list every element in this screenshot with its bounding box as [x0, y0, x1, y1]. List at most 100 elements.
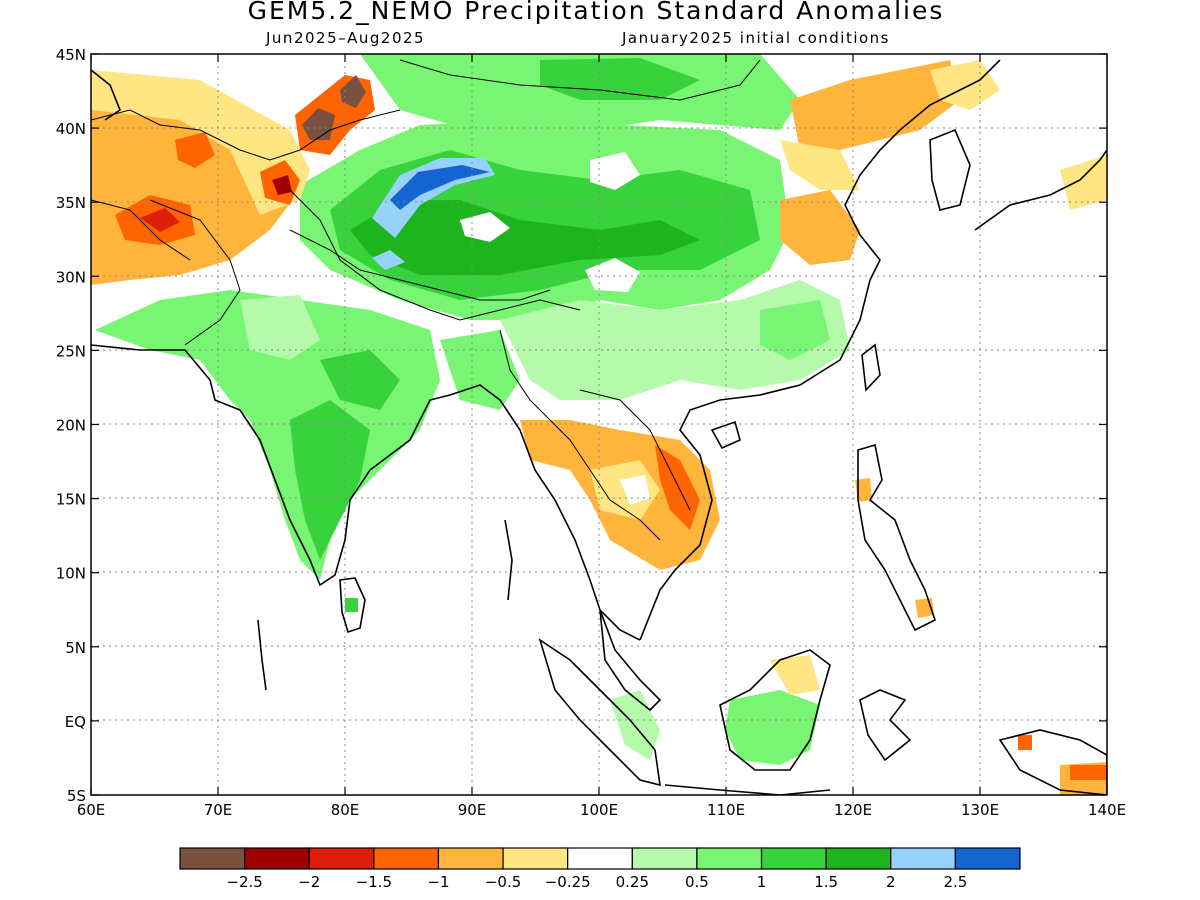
- coastline-andaman: [504, 519, 513, 601]
- coastline-hainan: [710, 420, 741, 450]
- colorbar-label: −1.5: [356, 873, 392, 891]
- country-borders: [91, 59, 761, 541]
- colorbar-swatch: [308, 847, 375, 870]
- colorbar-swatch: [567, 847, 633, 870]
- border-tibet-south: [289, 229, 551, 301]
- colorbar-swatch: [437, 847, 504, 870]
- anomaly-fill-korea-light: [930, 60, 1000, 110]
- coastline-korea: [929, 128, 971, 211]
- coastline-philippines: [857, 443, 936, 632]
- anomaly-fill-indochina-white: [620, 475, 650, 505]
- y-tick-label: 10N: [56, 565, 86, 583]
- x-axis: 60E 70E 80E 90E 100E 110E 120E 130E 140E: [77, 54, 1126, 819]
- colorbar-swatch: [179, 847, 246, 870]
- coastline-taiwan: [861, 343, 881, 392]
- colorbar-label: 0.25: [616, 873, 649, 891]
- y-tick-label: EQ: [65, 713, 86, 731]
- coastline-sulawesi: [859, 689, 912, 762]
- x-tick-label: 140E: [1088, 801, 1126, 819]
- colorbar-swatch: [244, 847, 310, 870]
- border-central-asia: [91, 109, 401, 161]
- x-tick-label: 110E: [707, 801, 745, 819]
- colorbar-swatch: [954, 847, 1021, 870]
- anomaly-fill-srilanka: [345, 598, 358, 612]
- coastline-sumatra: [538, 638, 661, 787]
- anomaly-fill-white-hole-3: [590, 152, 640, 190]
- anomaly-fill-india-strong: [290, 400, 370, 560]
- colorbar-swatch: [502, 847, 569, 870]
- colorbar: −2.5 −2 −1.5 −1 −0.5 −0.25 0.25 0.5 1 1.5 2 2.5: [179, 847, 1021, 891]
- colorbar-label: −2.5: [226, 873, 262, 891]
- border-india-china: [289, 189, 581, 321]
- y-tick-label: 30N: [56, 268, 86, 286]
- coastline-java: [664, 784, 831, 795]
- anomaly-fill-new-guinea-strong: [1070, 765, 1107, 780]
- anomaly-fill-sw-china-2: [760, 300, 830, 360]
- coastline-arabian-sea-india: [91, 344, 641, 641]
- coastline-indochina: [639, 59, 1001, 641]
- colorbar-swatch: [631, 847, 698, 870]
- colorbar-swatch: [373, 847, 440, 870]
- anomaly-fill-philippines: [855, 478, 872, 502]
- y-tick-label: 15N: [56, 491, 86, 509]
- y-tick-label: 35N: [56, 194, 86, 212]
- colorbar-swatch: [696, 847, 763, 870]
- anomaly-fill-aru: [1018, 735, 1032, 750]
- colorbar-label: −0.5: [485, 873, 521, 891]
- x-tick-label: 70E: [204, 801, 233, 819]
- anomaly-fill-tibet-blue: [372, 158, 495, 238]
- coastline-japan: [974, 149, 1107, 231]
- border-pakistan: [149, 199, 241, 346]
- anomaly-fill-india-central: [320, 350, 400, 410]
- y-tick-label: 20N: [56, 417, 86, 435]
- y-tick-label: 40N: [56, 120, 86, 138]
- initial-conditions: January2025 initial conditions: [622, 29, 890, 47]
- colorbar-label: 2.5: [943, 873, 967, 891]
- coastline-srilanka: [339, 577, 366, 634]
- anomaly-fill-myanmar: [440, 330, 520, 410]
- anomaly-fill-borneo-north: [770, 655, 820, 695]
- coastline-lakshadweep: [257, 619, 267, 691]
- anomaly-fill-afghanistan-core: [140, 208, 180, 232]
- y-tick-label: 45N: [56, 46, 86, 64]
- anomaly-fill-north-china-light: [780, 140, 860, 190]
- x-tick-label: 130E: [961, 801, 999, 819]
- x-tick-label: 60E: [77, 801, 106, 819]
- anomaly-fill-india-light: [240, 295, 320, 360]
- colorbar-label: 2: [886, 873, 896, 891]
- anomaly-fill-tibet-blue-small: [372, 250, 405, 270]
- y-tick-label: 5N: [65, 639, 86, 657]
- border-afghanistan: [91, 199, 191, 261]
- anomaly-fill-japan-light: [1060, 155, 1107, 210]
- colorbar-label: −1: [427, 873, 449, 891]
- colorbar-swatch: [825, 847, 892, 870]
- chart-title: GEM5.2_NEMO Precipitation Standard Anoma…: [247, 0, 945, 25]
- anomaly-fill-kashmir-core: [272, 175, 292, 195]
- anomaly-shading: [91, 54, 1107, 795]
- coastline-new-guinea: [998, 729, 1107, 795]
- anomaly-fill-tajik: [175, 132, 215, 168]
- colorbar-label: 1.5: [814, 873, 838, 891]
- x-tick-label: 90E: [458, 801, 487, 819]
- y-axis: 45N 40N 35N 30N 25N 20N 15N 10N 5N EQ 5S: [56, 46, 1107, 805]
- y-tick-label: 25N: [56, 342, 86, 360]
- anomaly-fill-afghanistan-light: [91, 70, 310, 215]
- anomaly-fill-tibet-peak: [350, 200, 700, 275]
- y-tick-label: 5S: [67, 787, 86, 805]
- anomaly-fill-kyrgyz-core-2: [340, 75, 366, 108]
- border-thailand: [569, 439, 661, 541]
- anomaly-fill-tibet-max: [390, 165, 490, 210]
- colorbar-label: 1: [757, 873, 767, 891]
- colorbar-label: −0.25: [545, 873, 591, 891]
- colorbar-swatch: [890, 847, 956, 870]
- colorbar-swatch: [760, 847, 827, 870]
- anomaly-fill-borneo: [725, 690, 820, 765]
- border-laos-vietnam: [579, 389, 691, 511]
- forecast-period: Jun2025–Aug2025: [266, 29, 426, 47]
- anomaly-fill-vietnam: [655, 445, 700, 530]
- border-myanmar: [499, 329, 571, 441]
- x-tick-label: 100E: [580, 801, 618, 819]
- anomaly-fill-east-china: [780, 190, 860, 265]
- colorbar-label: 0.5: [685, 873, 709, 891]
